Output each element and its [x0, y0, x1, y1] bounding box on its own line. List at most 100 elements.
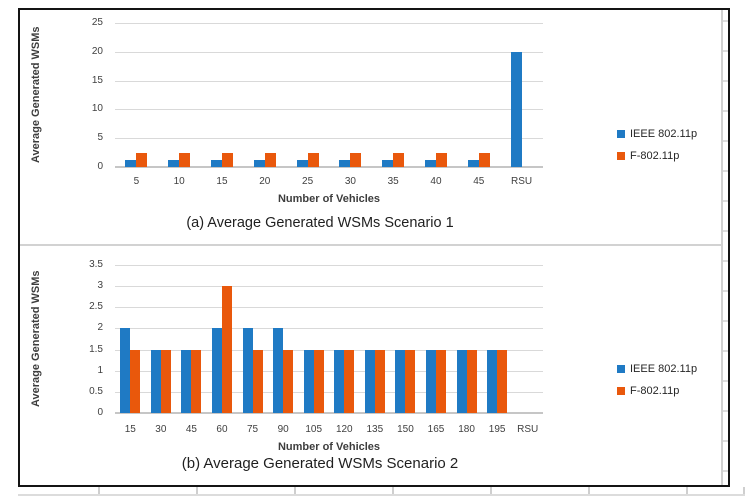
legend-item-ieee: IEEE 802.11p: [617, 127, 697, 141]
row-gridline-tick: [723, 260, 728, 262]
plot-area: [115, 23, 543, 168]
row-gridline-tick: [723, 170, 728, 172]
y-tick-label: 1.5: [89, 343, 103, 355]
bar: [374, 349, 385, 413]
legend-item-f80211p: F-802.11p: [617, 149, 679, 163]
spreadsheet-row-edge-line: [18, 494, 745, 496]
bar: [179, 152, 191, 167]
legend-label: F-802.11p: [630, 150, 680, 162]
legend-swatch-icon: [617, 130, 625, 138]
spreadsheet-column-edge-line: [721, 10, 723, 485]
y-tick-label: 2: [97, 322, 103, 334]
y-tick-label: 5: [97, 132, 103, 144]
legend-label: IEEE 802.11p: [630, 363, 698, 375]
legend-swatch-icon: [617, 387, 625, 395]
gridline: [115, 286, 543, 288]
bar: [393, 152, 405, 167]
bar: [313, 349, 324, 413]
y-tick-label: 0: [97, 161, 103, 172]
row-gridline-tick: [723, 230, 728, 232]
x-category-label: 180: [458, 424, 475, 435]
y-tick-label: 25: [91, 17, 103, 28]
row-gridline-tick: [723, 290, 728, 292]
bar: [168, 160, 180, 167]
y-axis-title: Average Generated WSMs: [30, 26, 42, 164]
y-axis-title: Average Generated WSMs: [30, 270, 42, 408]
x-axis-title: Number of Vehicles: [277, 193, 381, 205]
bar: [467, 160, 479, 167]
gridline: [115, 109, 543, 111]
row-gridline-tick: [723, 350, 728, 352]
y-tick-label: 1: [97, 364, 103, 376]
bar: [253, 160, 265, 167]
y-tick-label: 3.5: [89, 259, 103, 270]
gridline: [115, 80, 543, 82]
gridline: [115, 349, 543, 351]
y-tick-label: 0.5: [89, 385, 103, 397]
row-gridline-tick: [723, 140, 728, 142]
x-axis-line: [115, 166, 543, 168]
x-axis-title: Number of Vehicles: [277, 441, 381, 453]
x-category-label: 40: [430, 176, 442, 187]
bar: [242, 328, 253, 413]
bar: [395, 349, 406, 413]
column-gridline-tick: [490, 487, 492, 494]
x-axis-line: [115, 412, 543, 414]
y-tick-label: 20: [91, 45, 103, 57]
column-gridline-tick: [392, 487, 394, 494]
x-axis-category-labels: 15 30 45 60 75 90 105 120 135 150 165 180 195 RSU: [115, 423, 543, 436]
bar: [478, 152, 490, 167]
gridline: [115, 307, 543, 309]
column-gridline-tick: [686, 487, 688, 494]
bar: [273, 328, 284, 413]
bar: [456, 349, 467, 413]
y-tick-label: 2.5: [89, 301, 103, 313]
column-gridline-tick: [98, 487, 100, 494]
gridline: [115, 328, 543, 330]
gridline: [115, 23, 543, 24]
bar: [222, 152, 233, 167]
x-category-label: 165: [427, 424, 445, 435]
x-category-label: 5: [133, 176, 140, 187]
x-category-label: RSU: [517, 424, 539, 435]
legend-label: IEEE 802.11p: [630, 128, 698, 140]
row-gridline-tick: [723, 20, 728, 22]
bar: [350, 152, 362, 167]
x-category-label: 135: [366, 424, 384, 435]
bar: [344, 349, 355, 413]
bar: [510, 51, 522, 167]
row-gridline-tick: [723, 50, 728, 52]
bar: [466, 349, 477, 413]
bar: [181, 349, 192, 413]
chart-caption: (a) Average Generated WSMs Scenario 1: [186, 215, 454, 231]
x-category-label: 45: [185, 424, 197, 435]
x-category-label: 15: [124, 424, 136, 435]
x-category-label: 105: [305, 424, 323, 435]
row-gridline-tick: [723, 110, 728, 112]
bar: [191, 349, 202, 413]
bar: [125, 160, 137, 167]
x-category-label: 90: [277, 424, 289, 435]
plot-area: [115, 265, 543, 414]
bar: [283, 349, 294, 413]
bar: [264, 152, 276, 167]
x-category-label: 10: [173, 176, 185, 187]
gridline: [115, 370, 543, 372]
row-gridline-tick: [723, 440, 728, 442]
bar: [212, 328, 222, 413]
bar: [425, 160, 436, 167]
bar: [211, 160, 222, 167]
x-category-label: 20: [259, 176, 271, 187]
legend-label: F-802.11p: [630, 385, 680, 397]
x-category-label: 25: [302, 176, 314, 187]
x-category-label: 150: [397, 424, 414, 435]
legend-item-ieee: IEEE 802.11p: [617, 362, 697, 376]
y-tick-label: 10: [91, 103, 103, 115]
chart-caption: (b) Average Generated WSMs Scenario 2: [181, 455, 459, 472]
bar: [364, 349, 375, 413]
bar: [487, 349, 498, 413]
x-axis-category-labels: 5 10 15 20 25 30 35 40 45 RSU: [115, 175, 543, 188]
x-category-label: 75: [247, 424, 259, 435]
bar: [130, 349, 141, 413]
